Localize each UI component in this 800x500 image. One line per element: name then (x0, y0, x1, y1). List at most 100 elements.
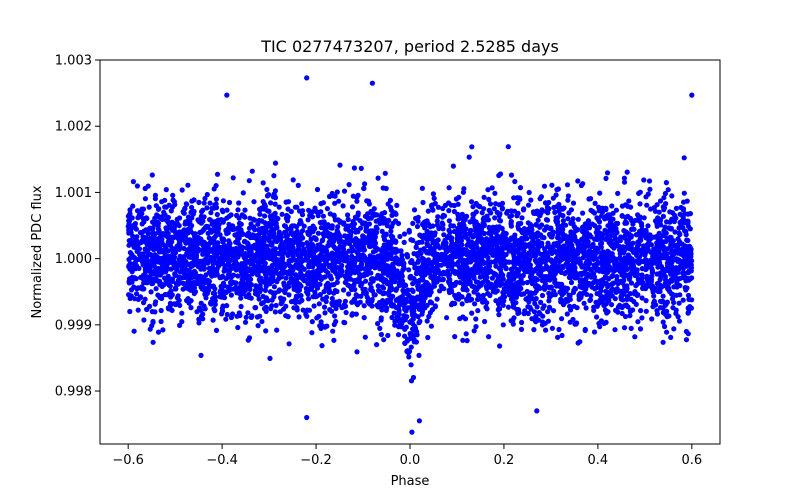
data-point (410, 288, 416, 294)
data-point (688, 263, 694, 269)
data-point (415, 214, 421, 220)
data-point (256, 246, 262, 252)
data-point (368, 287, 374, 293)
data-point (193, 281, 199, 287)
data-point (126, 292, 132, 298)
data-point (263, 328, 269, 334)
data-point (245, 310, 251, 316)
data-point (467, 219, 473, 225)
data-point (632, 267, 638, 273)
data-point (417, 294, 423, 300)
data-point (597, 278, 604, 284)
data-point (673, 310, 679, 316)
data-point (515, 210, 521, 216)
data-point (581, 233, 588, 239)
data-point (238, 303, 244, 310)
data-point (484, 239, 490, 245)
data-point (477, 231, 483, 237)
data-point (293, 282, 299, 288)
data-point (323, 259, 329, 265)
data-point (672, 229, 678, 235)
data-point (676, 318, 683, 324)
data-point (311, 303, 317, 309)
data-point (331, 213, 337, 219)
data-point (448, 223, 454, 229)
data-point (182, 227, 188, 233)
data-point (418, 266, 424, 272)
data-point (126, 238, 132, 244)
data-point (321, 219, 327, 225)
data-point (257, 206, 263, 212)
data-point (276, 287, 283, 293)
data-point (248, 261, 254, 267)
data-point (591, 210, 598, 216)
data-point (610, 272, 616, 279)
data-point (497, 267, 504, 273)
data-point (478, 266, 484, 272)
data-point (352, 270, 358, 276)
data-point (286, 280, 292, 286)
data-point (287, 237, 293, 243)
data-point (341, 319, 347, 325)
data-point (628, 325, 634, 331)
data-point (441, 232, 447, 238)
data-point (575, 178, 581, 184)
data-point (342, 298, 348, 304)
data-point (320, 200, 326, 206)
data-point (649, 267, 655, 273)
data-point (278, 241, 285, 247)
data-point (429, 307, 436, 313)
data-point (395, 296, 401, 302)
data-point (147, 275, 153, 281)
data-point (479, 246, 485, 252)
data-point (597, 324, 603, 330)
data-point (179, 319, 185, 325)
data-point (381, 259, 387, 265)
data-point (307, 263, 313, 269)
data-point (608, 288, 614, 294)
data-point (492, 215, 498, 221)
data-point (228, 314, 234, 321)
data-point (619, 310, 625, 317)
data-point (390, 261, 396, 267)
data-point (529, 281, 536, 287)
data-point (393, 287, 399, 293)
data-point (332, 313, 338, 319)
data-point (514, 273, 520, 279)
data-point (221, 237, 227, 243)
data-point (559, 316, 565, 322)
data-point (437, 245, 443, 251)
data-point (348, 232, 354, 238)
data-point (415, 286, 421, 292)
data-point (402, 340, 408, 346)
data-point (358, 165, 364, 171)
data-point (435, 277, 441, 283)
data-point (604, 170, 611, 176)
data-point (296, 243, 302, 249)
data-point (351, 298, 357, 304)
data-point (508, 271, 514, 277)
data-point (336, 198, 342, 204)
data-point (177, 302, 183, 308)
data-point (641, 215, 647, 221)
data-point (527, 296, 533, 302)
data-point (256, 262, 262, 268)
data-point (623, 214, 629, 220)
data-point (657, 232, 663, 238)
data-point (410, 220, 416, 226)
data-point (366, 201, 372, 207)
data-point (416, 320, 422, 326)
data-point (431, 283, 437, 289)
data-point (388, 228, 394, 234)
data-point (255, 235, 261, 241)
data-point (157, 234, 163, 241)
data-point (533, 296, 539, 302)
data-point (170, 197, 176, 203)
data-point (564, 311, 570, 317)
data-point (150, 339, 156, 345)
data-point (138, 239, 144, 245)
data-point (260, 180, 266, 186)
data-point (439, 271, 445, 277)
data-point (541, 235, 547, 241)
data-point (568, 229, 574, 235)
